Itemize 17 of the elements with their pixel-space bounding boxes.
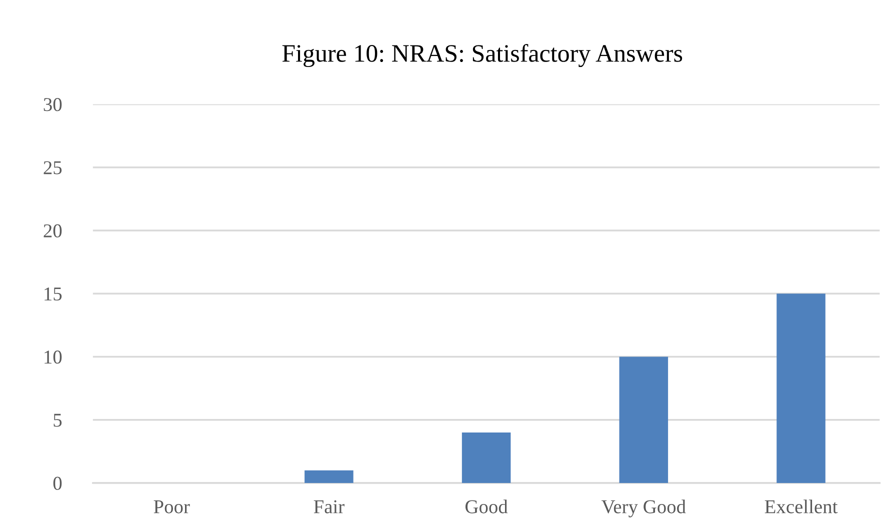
bar [776, 294, 826, 483]
x-tick-label: Good [466, 500, 508, 514]
bar [619, 356, 668, 483]
x-tick-label: Poor [154, 500, 190, 514]
chart-title: Figure 10: NRAS: Satisfactory Answers [282, 44, 682, 68]
x-tick-label: Excellent [764, 500, 838, 514]
bar [304, 470, 354, 483]
y-tick-label: 15 [44, 288, 62, 301]
y-tick-label: 0 [53, 476, 62, 490]
y-tick-label: 5 [54, 414, 62, 427]
y-tick-label: 20 [44, 224, 62, 238]
x-tick-label: Fair [314, 500, 344, 514]
y-tick-label: 10 [44, 350, 62, 364]
y-tick-label: 30 [44, 98, 62, 112]
bar [462, 432, 511, 483]
y-tick-label: 25 [44, 161, 62, 174]
x-tick-label: Very Good [601, 500, 686, 518]
